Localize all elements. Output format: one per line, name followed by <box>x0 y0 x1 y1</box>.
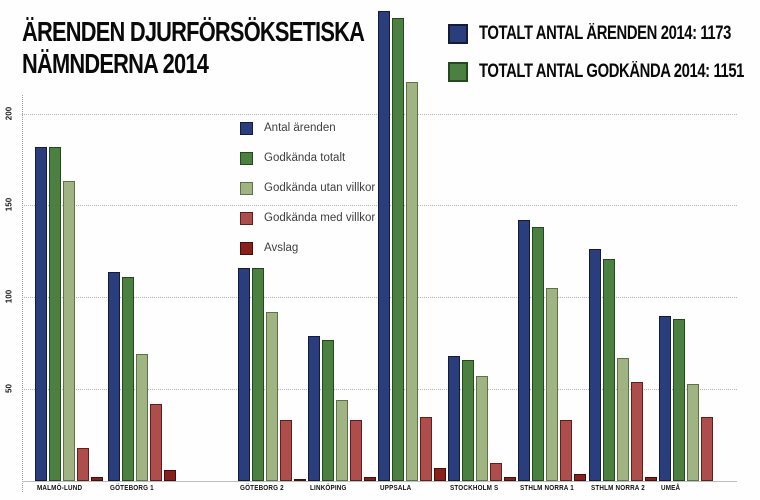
bar-4-3 <box>280 420 292 481</box>
total-approved-row: TOTALT ANTAL GODKÄNDA 2014: 1151 <box>448 61 760 82</box>
legend-row-5: Avslag <box>240 241 298 255</box>
x-label-9: UMEÅ <box>661 485 681 492</box>
bar-1-9 <box>659 316 671 481</box>
bar-2-1 <box>49 147 61 481</box>
bar-2-2 <box>122 277 134 481</box>
y-tick-label-150: 150 <box>4 198 14 212</box>
bar-1-2 <box>108 272 120 481</box>
legend-swatch-2 <box>240 151 253 165</box>
bar-2-8 <box>603 259 615 481</box>
legend-swatch-5 <box>240 241 253 255</box>
total-cases-row: TOTALT ANTAL ÄRENDEN 2014: 1173 <box>448 23 760 44</box>
x-label-8: STHLM NORRA 2 <box>591 485 645 492</box>
chart-title-line-2: NÄMNDERNA 2014 <box>22 48 209 79</box>
bar-3-6 <box>476 376 488 481</box>
legend-row-3: Godkända utan villkor <box>240 181 375 195</box>
bar-1-6 <box>448 356 460 481</box>
legend-swatch-1 <box>240 121 253 135</box>
bar-5-8 <box>645 477 657 481</box>
bar-5-3 <box>294 479 306 481</box>
bar-5-4 <box>364 477 376 481</box>
bar-5-1 <box>91 477 103 481</box>
legend-label-5: Avslag <box>264 242 299 254</box>
bar-5-6 <box>504 477 516 481</box>
bar-1-1 <box>35 147 47 481</box>
total-cases-swatch <box>448 24 468 44</box>
legend-label-3: Godkända utan villkor <box>264 182 376 194</box>
legend-row-1: Antal ärenden <box>240 121 336 135</box>
bar-5-7 <box>574 474 586 481</box>
bar-1-5 <box>378 11 390 481</box>
bar-4-7 <box>560 420 572 481</box>
bar-2-7 <box>532 227 544 481</box>
legend-label-2: Godkända totalt <box>264 152 346 164</box>
total-approved-label: TOTALT ANTAL GODKÄNDA 2014: 1151 <box>479 61 745 82</box>
bar-2-5 <box>392 18 404 481</box>
x-label-7: STHLM NORRA 1 <box>520 485 574 492</box>
bar-4-1 <box>77 448 89 481</box>
legend-label-4: Godkända med villkor <box>264 212 376 224</box>
bar-2-3 <box>252 268 264 481</box>
legend-swatch-3 <box>240 181 253 195</box>
bar-4-4 <box>350 420 362 481</box>
bar-1-4 <box>308 336 320 481</box>
x-label-5: UPPSALA <box>380 485 412 492</box>
bar-2-6 <box>462 360 474 481</box>
bar-3-3 <box>266 312 278 481</box>
bar-4-8 <box>631 382 643 481</box>
bar-3-5 <box>406 82 418 481</box>
x-label-2: GÖTEBORG 1 <box>110 485 154 492</box>
bar-3-8 <box>617 358 629 481</box>
bar-3-4 <box>336 400 348 481</box>
bar-1-3 <box>238 268 250 481</box>
bar-4-5 <box>420 417 432 481</box>
bar-3-1 <box>63 181 75 481</box>
bar-1-8 <box>589 249 601 481</box>
y-axis <box>22 95 23 492</box>
y-tick-label-100: 100 <box>4 290 14 304</box>
bar-3-9 <box>687 384 699 481</box>
y-tick-label-50: 50 <box>4 384 14 394</box>
chart-title-line-1: ÄRENDEN DJURFÖRSÖKSETISKA <box>22 16 365 47</box>
x-label-1: MALMÖ-LUND <box>37 485 83 492</box>
total-cases-label: TOTALT ANTAL ÄRENDEN 2014: 1173 <box>479 23 731 44</box>
bar-5-5 <box>434 468 446 481</box>
x-label-6: STOCKHOLM S <box>450 485 499 492</box>
x-label-4: LINKÖPING <box>310 485 347 492</box>
x-label-3: GÖTEBORG 2 <box>240 485 284 492</box>
bar-3-2 <box>136 354 148 481</box>
bar-4-9 <box>701 417 713 481</box>
total-approved-swatch <box>448 62 468 82</box>
bar-2-9 <box>673 319 685 481</box>
y-tick-label-200: 200 <box>4 106 14 120</box>
legend-label-1: Antal ärenden <box>264 122 336 134</box>
bar-2-4 <box>322 340 334 481</box>
chart-title: ÄRENDEN DJURFÖRSÖKSETISKA NÄMNDERNA 2014 <box>22 16 365 80</box>
bar-3-7 <box>546 288 558 481</box>
legend-row-4: Godkända med villkor <box>240 211 375 225</box>
bar-4-6 <box>490 463 502 481</box>
x-axis-baseline <box>22 481 737 482</box>
bar-4-2 <box>150 404 162 481</box>
bar-5-2 <box>164 470 176 481</box>
bar-1-7 <box>518 220 530 481</box>
legend-swatch-4 <box>240 211 253 225</box>
legend-row-2: Godkända totalt <box>240 151 345 165</box>
